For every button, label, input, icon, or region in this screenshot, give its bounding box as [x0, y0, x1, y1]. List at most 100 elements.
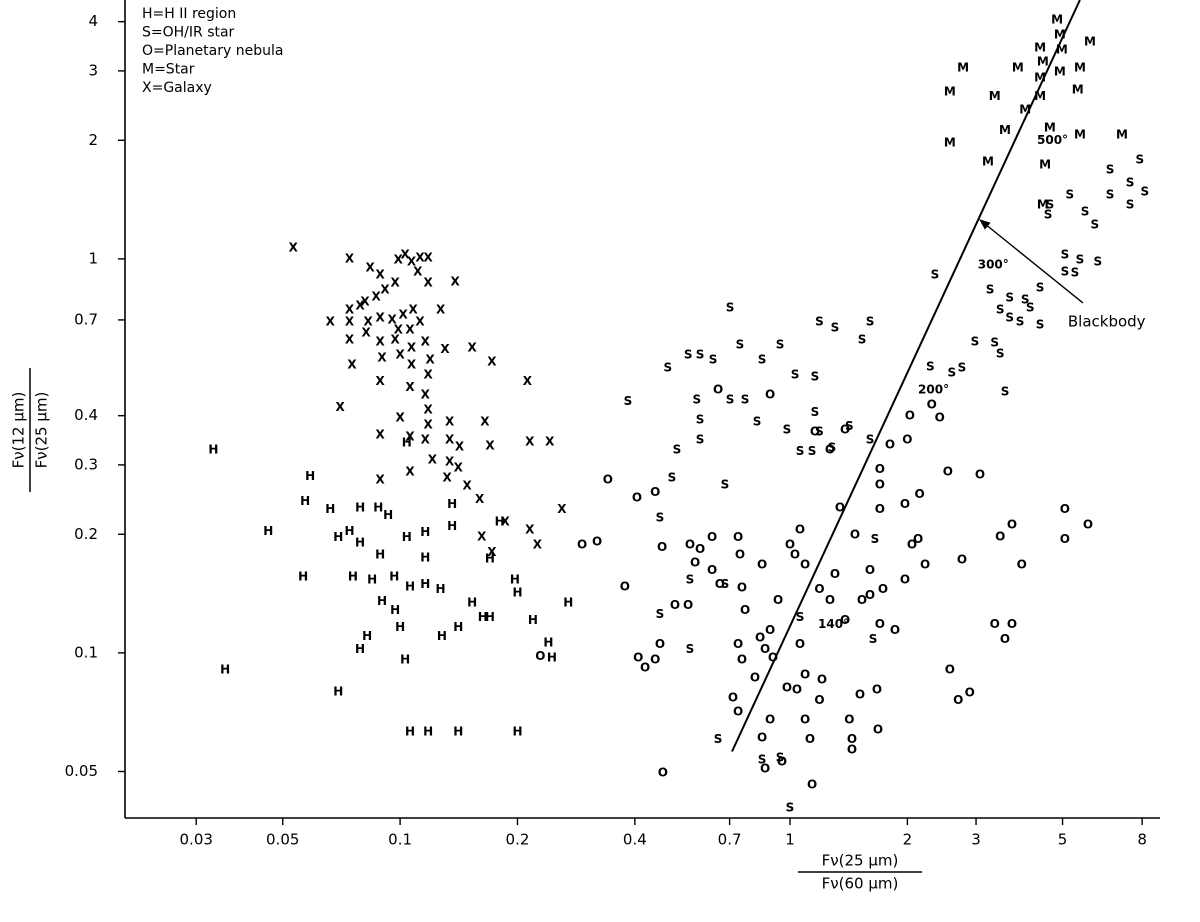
point: O: [900, 573, 910, 587]
point: X: [400, 247, 410, 261]
point: X: [366, 260, 376, 274]
point: S: [1076, 252, 1085, 266]
point: S: [656, 607, 665, 621]
point: O: [965, 686, 975, 700]
point: M: [1084, 35, 1096, 49]
point: H: [512, 724, 522, 738]
point: M: [1074, 61, 1086, 75]
point: M: [1034, 70, 1046, 84]
point: M: [1056, 42, 1068, 56]
point: O: [737, 581, 747, 595]
point: O: [650, 485, 660, 499]
point: X: [376, 267, 386, 281]
point: X: [390, 332, 400, 346]
point: O: [757, 731, 767, 745]
point: H: [563, 595, 573, 609]
blackbody-arrow: [979, 219, 1084, 304]
point: S: [624, 394, 633, 408]
point: S: [986, 282, 995, 296]
point: H: [405, 579, 415, 593]
point: S: [996, 302, 1005, 316]
point: X: [501, 514, 511, 528]
point: O: [915, 487, 925, 501]
point: S: [786, 800, 795, 814]
point: O: [857, 593, 867, 607]
point: S: [693, 392, 702, 406]
point: O: [1060, 502, 1070, 516]
point: X: [467, 341, 477, 355]
point: S: [1021, 292, 1030, 306]
point: O: [805, 732, 815, 746]
point: O: [995, 529, 1005, 543]
point: X: [376, 472, 386, 486]
point: H: [300, 494, 310, 508]
point: M: [1051, 12, 1063, 26]
point: S: [758, 752, 767, 766]
point: O: [658, 765, 668, 779]
point: X: [345, 302, 355, 316]
point: O: [825, 593, 835, 607]
point: O: [840, 613, 850, 627]
point: X: [436, 302, 446, 316]
point: H: [298, 569, 308, 583]
point: X: [405, 322, 415, 336]
y-tick-label: 0.7: [74, 310, 98, 328]
y-tick-label: 2: [88, 131, 98, 149]
point: O: [760, 761, 770, 775]
point: S: [869, 632, 878, 646]
point: M: [1074, 128, 1086, 142]
point: H: [373, 501, 383, 515]
point: H: [447, 519, 457, 533]
point: M: [982, 155, 994, 169]
point: O: [810, 424, 820, 438]
legend-entry: X=Galaxy: [142, 80, 212, 96]
point: S: [1071, 265, 1080, 279]
point: H: [512, 585, 522, 599]
point: H: [405, 724, 415, 738]
x-tick-label: 0.05: [266, 831, 299, 849]
point: S: [828, 441, 837, 455]
point: X: [545, 434, 555, 448]
point: M: [1044, 120, 1056, 134]
point: X: [487, 545, 497, 559]
point: X: [423, 417, 433, 431]
point: O: [707, 563, 717, 577]
point: O: [1083, 518, 1093, 532]
point: S: [858, 332, 867, 346]
point: X: [463, 479, 473, 493]
x-tick-label: 0.2: [506, 831, 530, 849]
point: S: [721, 577, 730, 591]
point: X: [377, 350, 387, 364]
point: H: [400, 652, 410, 666]
point: O: [913, 532, 923, 546]
point: X: [423, 275, 433, 289]
point: X: [557, 502, 567, 516]
point: X: [423, 250, 433, 264]
point: M: [1054, 28, 1066, 42]
point: M: [1039, 158, 1051, 172]
point: X: [428, 452, 438, 466]
point: S: [736, 337, 745, 351]
point: H: [263, 524, 273, 538]
x-label-numerator: Fν(25 μm): [822, 852, 899, 870]
point: O: [800, 712, 810, 726]
point: S: [696, 413, 705, 427]
point: O: [850, 528, 860, 542]
point: S: [811, 405, 820, 419]
point: S: [947, 365, 956, 379]
point: O: [777, 754, 787, 768]
point: S: [1090, 217, 1099, 231]
point: S: [1046, 197, 1055, 211]
x-tick-label: 1: [785, 831, 795, 849]
point: O: [707, 530, 717, 544]
point: X: [394, 322, 404, 336]
point: X: [487, 354, 497, 368]
point: H: [467, 595, 477, 609]
point: O: [800, 667, 810, 681]
legend-entry: O=Planetary nebula: [142, 43, 283, 59]
point: S: [1126, 175, 1135, 189]
point: S: [1081, 204, 1090, 218]
point: X: [361, 325, 371, 339]
